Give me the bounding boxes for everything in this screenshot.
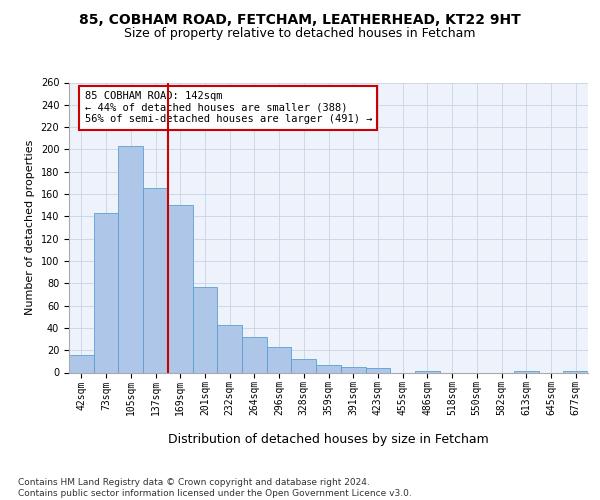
Bar [267,347,292,372]
Text: 85 COBHAM ROAD: 142sqm
← 44% of detached houses are smaller (388)
56% of semi-de: 85 COBHAM ROAD: 142sqm ← 44% of detached… [85,91,372,124]
Text: 85, COBHAM ROAD, FETCHAM, LEATHERHEAD, KT22 9HT: 85, COBHAM ROAD, FETCHAM, LEATHERHEAD, K… [79,12,521,26]
Bar [316,364,341,372]
Bar [143,188,168,372]
Text: Size of property relative to detached houses in Fetcham: Size of property relative to detached ho… [124,28,476,40]
Bar [242,337,267,372]
Bar [292,359,316,372]
Text: Contains HM Land Registry data © Crown copyright and database right 2024.
Contai: Contains HM Land Registry data © Crown c… [18,478,412,498]
Bar [168,205,193,372]
Bar [365,368,390,372]
Bar [193,286,217,372]
Bar [341,367,365,372]
Bar [69,354,94,372]
Bar [94,213,118,372]
Y-axis label: Number of detached properties: Number of detached properties [25,140,35,315]
Bar [118,146,143,372]
Text: Distribution of detached houses by size in Fetcham: Distribution of detached houses by size … [169,432,489,446]
Bar [217,324,242,372]
